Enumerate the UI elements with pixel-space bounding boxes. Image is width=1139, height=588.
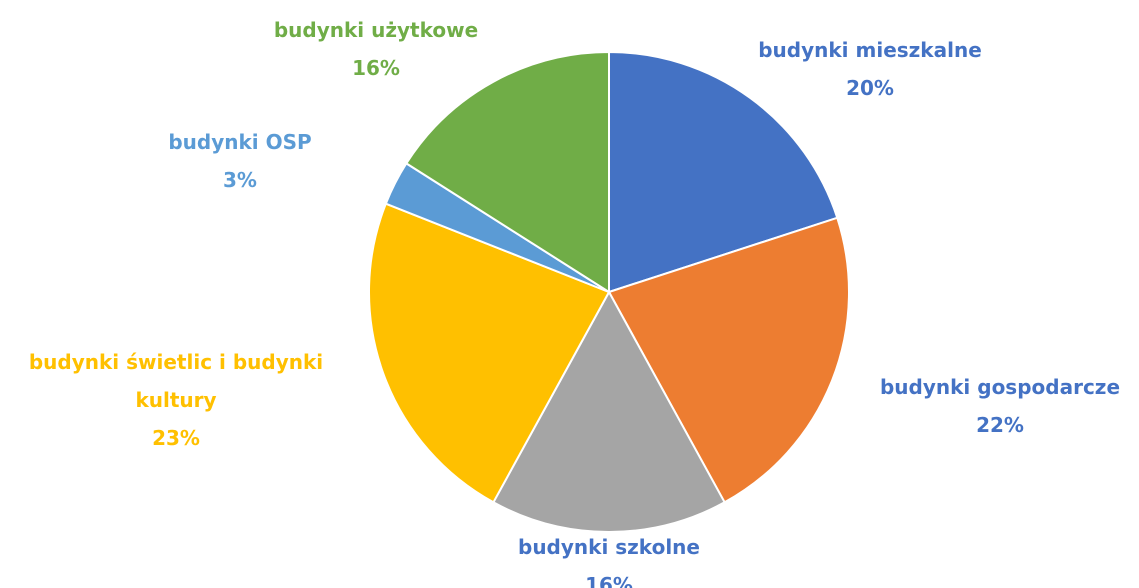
slice-label: budynki świetlic i budynki kultury 23% bbox=[4, 343, 349, 457]
slice-label: budynki szkolne 16% bbox=[459, 528, 759, 588]
value-label: 16% bbox=[585, 573, 633, 588]
category-label: budynki szkolne bbox=[518, 535, 700, 559]
pie-slice bbox=[608, 50, 839, 294]
category-label: budynki świetlic i budynki kultury bbox=[28, 350, 324, 412]
slice-label: budynki użytkowe 16% bbox=[226, 11, 526, 87]
category-label: budynki gospodarcze bbox=[879, 375, 1121, 399]
pie-slice bbox=[404, 50, 610, 294]
slice-label: budynki gospodarcze 22% bbox=[850, 368, 1139, 444]
slice-label: budynki mieszkalne 20% bbox=[720, 31, 1020, 107]
category-label: budynki mieszkalne bbox=[758, 38, 982, 62]
value-label: 20% bbox=[846, 76, 894, 100]
value-label: 16% bbox=[352, 56, 400, 80]
pie-slice bbox=[368, 202, 611, 504]
value-label: 22% bbox=[976, 413, 1024, 437]
pie-slice bbox=[607, 216, 850, 504]
category-label: budynki OSP bbox=[168, 130, 312, 154]
value-label: 3% bbox=[223, 168, 257, 192]
pie-slice bbox=[492, 289, 726, 533]
category-label: budynki użytkowe bbox=[273, 18, 479, 42]
slice-label: budynki OSP 3% bbox=[120, 123, 360, 199]
value-label: 23% bbox=[152, 426, 200, 450]
